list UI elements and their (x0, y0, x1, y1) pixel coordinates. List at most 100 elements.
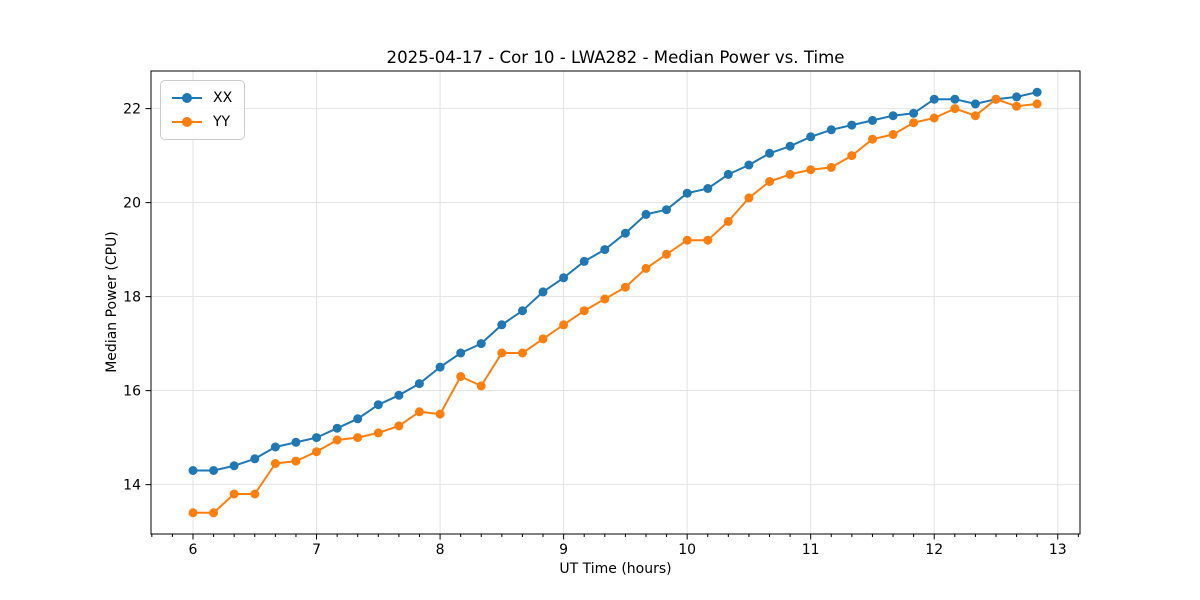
data-point-xx (620, 228, 630, 238)
data-point-yy (744, 193, 754, 203)
data-point-yy (868, 134, 877, 144)
data-point-yy (476, 381, 486, 391)
data-point-xx (250, 454, 260, 464)
x-tick-label: 13 (1049, 542, 1067, 558)
x-tick-label: 6 (189, 542, 198, 558)
data-point-yy (435, 409, 445, 419)
data-point-yy (1012, 101, 1022, 111)
data-point-yy (1032, 99, 1042, 109)
y-axis-label: Median Power (CPU) (104, 231, 120, 373)
x-tick-label: 8 (436, 542, 445, 558)
series-xx (188, 87, 1042, 475)
data-point-yy (414, 407, 424, 417)
data-point-yy (497, 348, 507, 358)
legend: XX YY (160, 80, 246, 140)
data-point-yy (620, 282, 630, 292)
legend-label-yy: YY (213, 114, 231, 130)
yy-line-swatch (172, 117, 202, 127)
x-tick-label: 7 (312, 542, 321, 558)
data-point-yy (538, 334, 548, 344)
legend-item-xx: XX (170, 86, 232, 110)
data-point-xx (270, 442, 280, 452)
chart-title: 2025-04-17 - Cor 10 - LWA282 - Median Po… (386, 48, 845, 67)
data-point-xx (1032, 87, 1042, 97)
data-point-xx (909, 108, 919, 118)
data-point-xx (929, 94, 939, 104)
data-point-xx (868, 115, 877, 125)
y-tick-label: 22 (123, 102, 141, 118)
data-point-xx (806, 132, 816, 142)
data-point-yy (929, 113, 939, 123)
y-tick-label: 16 (123, 384, 141, 400)
data-point-xx (312, 433, 321, 443)
data-point-yy (353, 433, 363, 443)
data-point-xx (518, 306, 527, 316)
data-point-xx (394, 390, 404, 400)
data-point-xx (332, 423, 342, 433)
axis-ticks (145, 108, 1079, 540)
data-point-yy (250, 489, 260, 499)
data-point-yy (847, 151, 857, 161)
data-point-yy (518, 348, 527, 358)
data-point-xx (826, 125, 836, 135)
data-point-xx (703, 184, 713, 193)
data-point-xx (785, 141, 795, 151)
data-point-yy (291, 456, 301, 466)
data-point-yy (209, 508, 219, 518)
data-point-xx (188, 466, 198, 475)
data-point-xx (435, 362, 445, 372)
data-point-xx (209, 466, 219, 475)
x-tick-label: 11 (802, 542, 820, 558)
axis-tick-labels: 6 7 8 9 10 11 12 13 14 16 18 20 22 (123, 102, 1067, 558)
plot-border (150, 70, 1081, 535)
legend-label-xx: XX (213, 90, 233, 106)
data-point-xx (641, 209, 651, 219)
data-point-xx (456, 348, 466, 358)
y-tick-label: 20 (123, 196, 141, 212)
x-tick-label: 10 (678, 542, 696, 558)
data-point-yy (229, 489, 239, 499)
data-point-yy (188, 508, 198, 518)
data-point-xx (744, 160, 754, 170)
data-point-yy (765, 177, 775, 186)
data-point-yy (785, 169, 795, 179)
data-point-xx (847, 120, 857, 130)
data-point-yy (312, 447, 321, 457)
data-point-yy (456, 372, 466, 381)
data-point-yy (703, 235, 713, 245)
data-point-yy (888, 130, 898, 139)
data-point-yy (559, 320, 569, 330)
data-point-yy (991, 94, 1001, 104)
data-point-yy (270, 459, 280, 468)
data-point-yy (332, 435, 342, 445)
x-tick-label: 9 (559, 542, 568, 558)
y-tick-label: 14 (123, 478, 141, 494)
data-point-xx (723, 169, 733, 179)
data-point-xx (476, 339, 486, 349)
grid (151, 71, 1080, 534)
data-point-yy (600, 294, 610, 304)
data-point-xx (682, 188, 692, 198)
data-point-yy (970, 111, 980, 121)
y-tick-label: 18 (123, 290, 141, 306)
data-point-xx (373, 400, 383, 410)
data-point-xx (765, 148, 775, 158)
data-point-xx (414, 379, 424, 389)
series-yy (188, 94, 1042, 518)
data-point-xx (1012, 92, 1022, 102)
data-point-yy (723, 216, 733, 226)
data-point-xx (229, 461, 239, 471)
data-point-xx (559, 273, 569, 283)
data-point-yy (394, 421, 404, 431)
data-point-yy (950, 104, 960, 114)
data-point-yy (682, 235, 692, 245)
data-point-xx (353, 414, 363, 424)
x-axis-label: UT Time (hours) (559, 561, 672, 577)
data-point-yy (373, 428, 383, 438)
data-point-xx (970, 99, 980, 109)
data-point-xx (291, 437, 301, 447)
data-point-xx (888, 111, 898, 121)
data-point-yy (662, 249, 671, 259)
data-point-xx (538, 287, 548, 297)
